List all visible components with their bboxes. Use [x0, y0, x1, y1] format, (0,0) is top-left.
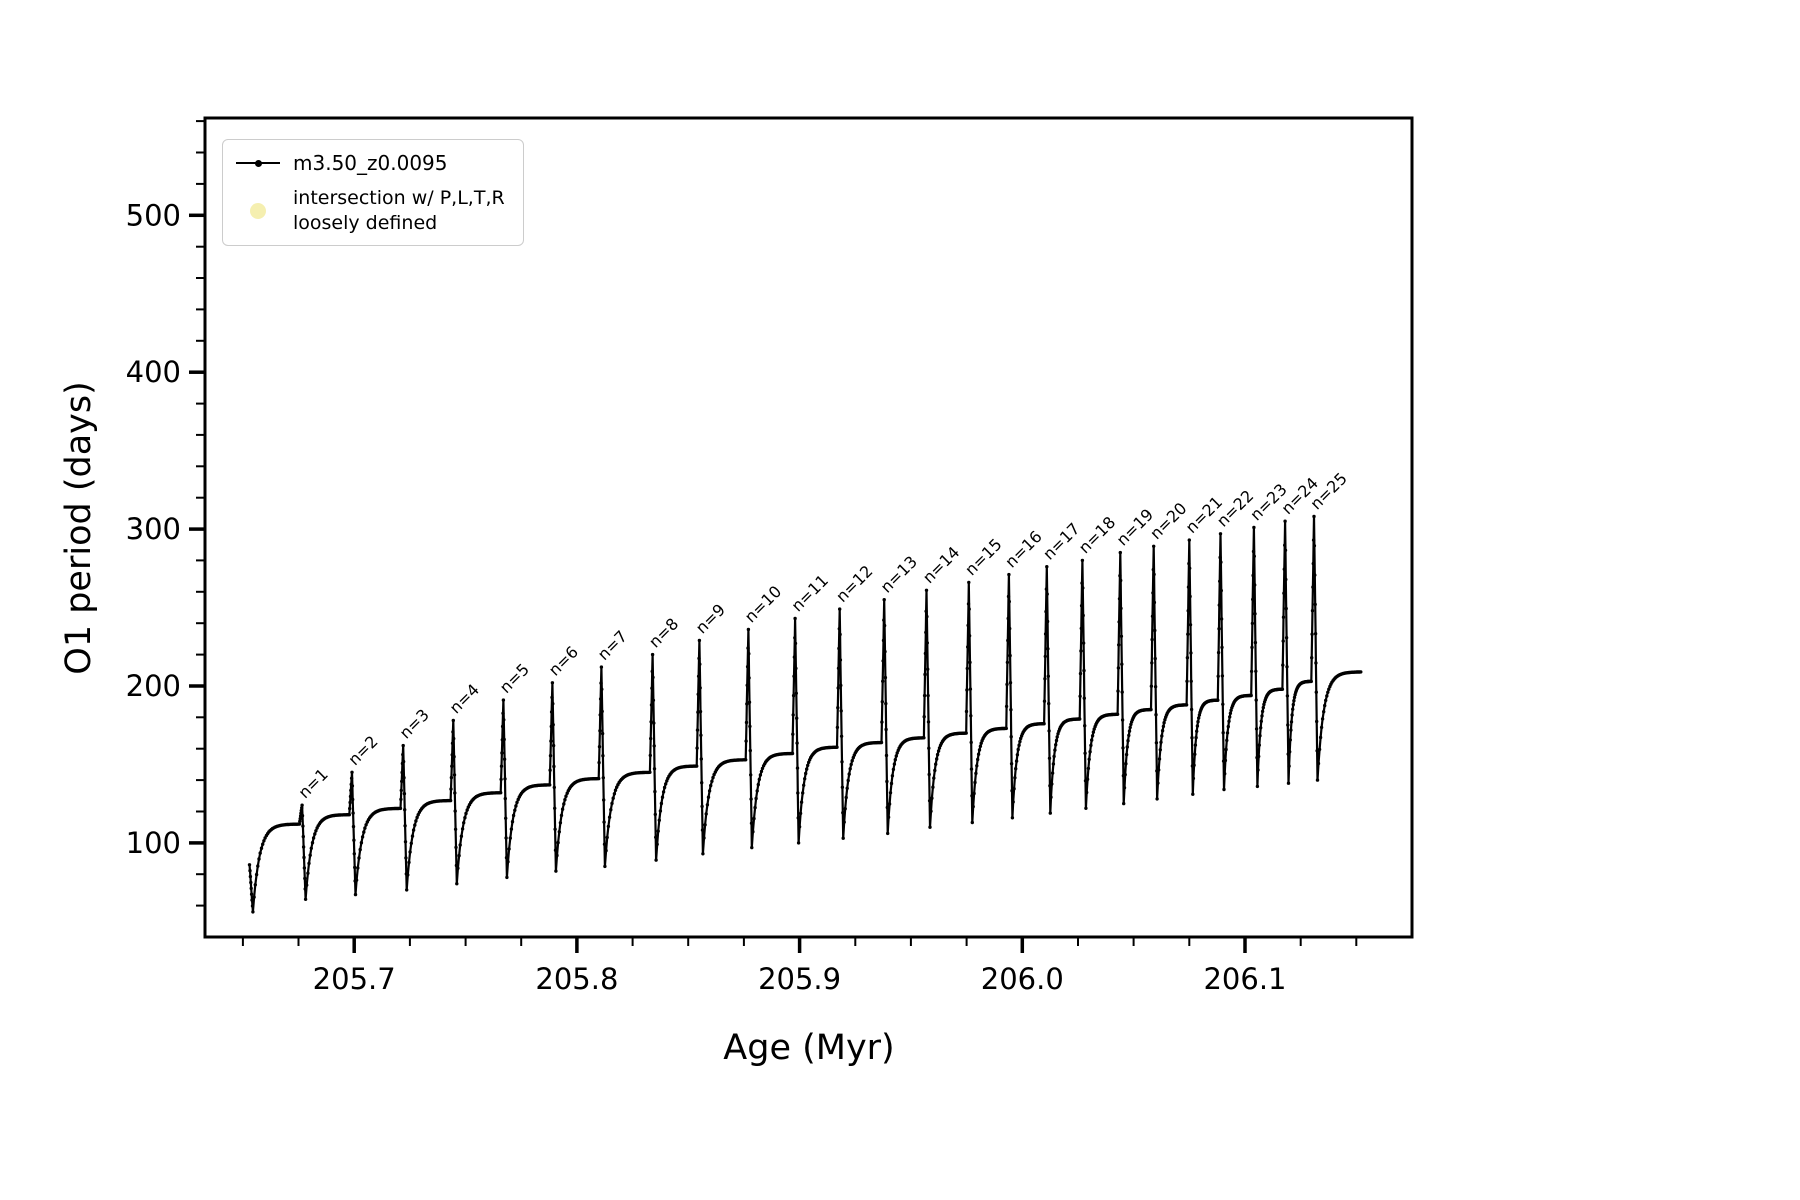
x-axis-label: Age (Myr) — [723, 1028, 894, 1068]
line-marker-icon — [235, 159, 281, 167]
x-tick-label: 206.0 — [981, 962, 1064, 996]
legend-item-series: m3.50_z0.0095 — [235, 150, 505, 176]
y-tick-label: 100 — [126, 826, 181, 860]
data-series — [247, 514, 1363, 914]
y-tick-label: 400 — [126, 355, 181, 389]
legend-series-label: m3.50_z0.0095 — [293, 151, 448, 175]
legend-item-intersection: intersection w/ P,L,T,R loosely defined — [235, 186, 505, 235]
tick-labels: 205.7 205.8 205.9 206.0 206.1 100 200 300 400 500 — [126, 198, 1287, 996]
legend: m3.50_z0.0095 intersection w/ P,L,T,R lo… — [222, 139, 524, 247]
x-tick-label: 206.1 — [1203, 962, 1286, 996]
y-tick-label: 500 — [126, 198, 181, 232]
x-tick-label: 205.9 — [758, 962, 841, 996]
intersection-marker-icon — [235, 202, 281, 219]
x-tick-label: 205.7 — [313, 962, 396, 996]
y-tick-label: 300 — [126, 512, 181, 546]
y-tick-label: 200 — [126, 669, 181, 703]
legend-intersection-label: intersection w/ P,L,T,R loosely defined — [293, 187, 505, 234]
axis-ticks — [189, 120, 1358, 953]
x-tick-label: 205.8 — [535, 962, 618, 996]
dot-marker-icon — [254, 159, 262, 167]
y-axis-label: O1 period (days) — [59, 381, 99, 674]
